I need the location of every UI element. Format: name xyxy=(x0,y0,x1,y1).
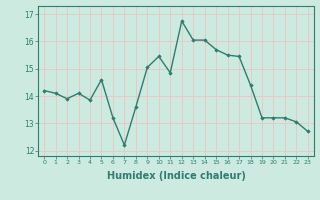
X-axis label: Humidex (Indice chaleur): Humidex (Indice chaleur) xyxy=(107,171,245,181)
